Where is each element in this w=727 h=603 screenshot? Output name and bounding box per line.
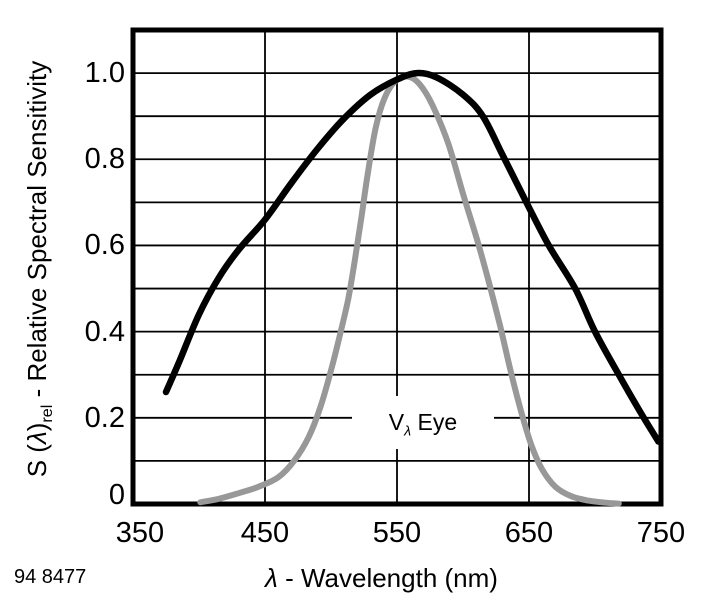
x-title-text: - Wavelength (nm) (277, 563, 498, 593)
x-tick-750: 750 (636, 517, 686, 549)
y-tick-0.4: 0.4 (84, 315, 125, 348)
eye-curve-label: Vλ Eye (352, 396, 494, 449)
y-title-prefix: S ( (22, 444, 52, 478)
y-tick-1.0: 1.0 (84, 57, 125, 90)
rel-subscript: rel (38, 404, 57, 423)
y-axis-title: S (λ)rel - Relative Spectral Sensitivity (20, 19, 56, 519)
x-axis-title: λ - Wavelength (nm) (118, 563, 645, 593)
lambda-symbol: λ (22, 431, 52, 445)
y-tick-0.2: 0.2 (84, 401, 125, 434)
x-tick-350: 350 (115, 517, 165, 549)
plot-frame (130, 27, 664, 507)
x-tick-550: 550 (372, 517, 422, 549)
figure-code: 94 8477 (14, 566, 87, 588)
eye-label-v: V (388, 409, 405, 435)
detector-curve (162, 69, 662, 445)
y-title-paren: ) (22, 422, 52, 432)
y-title-text: - Relative Spectral Sensitivity (22, 60, 52, 405)
y-tick-0: 0 (108, 479, 125, 511)
lambda-subscript: λ (404, 423, 412, 440)
x-tick-650: 650 (504, 517, 554, 549)
x-tick-450: 450 (240, 517, 290, 549)
y-axis-quantity: S (λ)rel (22, 405, 56, 478)
eye-label-text: Eye (411, 409, 458, 435)
y-tick-0.6: 0.6 (84, 229, 125, 262)
y-tick-0.8: 0.8 (84, 143, 125, 176)
lambda-symbol: λ (265, 563, 278, 593)
